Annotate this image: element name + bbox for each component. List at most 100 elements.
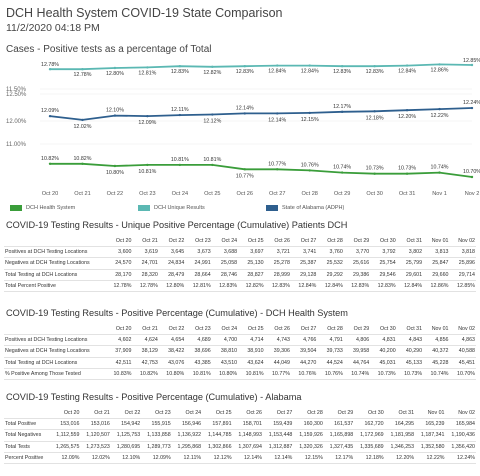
data-point[interactable] [243, 112, 246, 115]
table-row: Total Testing at DCH Locations 28,170 28,3… [4, 269, 476, 281]
table-cell: 160,300 [293, 418, 324, 430]
table-cell: 38,696 [194, 348, 211, 355]
legend-swatch-state [266, 205, 278, 211]
table-cell: 3,721 [264, 246, 291, 258]
data-point[interactable] [113, 164, 117, 168]
data-point[interactable] [276, 168, 279, 171]
data-point[interactable] [276, 64, 279, 67]
data-point[interactable] [405, 172, 409, 175]
data-point[interactable] [438, 171, 441, 174]
table-cell: 29,386 [353, 271, 370, 278]
table-cell: 12.18% [365, 454, 384, 461]
data-point[interactable] [243, 65, 246, 68]
table-cell: 4,831 [370, 334, 397, 346]
data-point[interactable] [438, 107, 441, 111]
column-header: Oct 24 [221, 326, 238, 333]
data-point[interactable] [211, 113, 214, 116]
column-header: Oct 30 [380, 326, 396, 333]
data-point[interactable] [113, 66, 117, 70]
data-point[interactable] [438, 63, 441, 66]
table-cell: 12.10% [122, 454, 141, 461]
data-point[interactable] [308, 64, 311, 67]
data-point[interactable] [470, 106, 474, 110]
table-cell: 45,031 [379, 359, 396, 366]
data-point[interactable] [308, 169, 311, 172]
table-cell: 4,602 [106, 334, 133, 346]
column-header: Oct 31 [398, 410, 415, 417]
data-point[interactable] [340, 171, 344, 174]
data-point[interactable] [48, 162, 52, 165]
data-point[interactable] [373, 172, 376, 175]
data-point[interactable] [146, 114, 149, 118]
table-cell: 159,439 [262, 418, 294, 430]
column-header: Oct 30 [368, 410, 384, 417]
table-cell: 3,770 [343, 246, 371, 258]
data-point[interactable] [405, 64, 409, 67]
table-cell: 1,356,420 [451, 443, 475, 450]
data-point[interactable] [308, 111, 311, 115]
data-point[interactable] [48, 68, 52, 71]
x-tick-label: Oct 22 [107, 191, 123, 197]
column-header: Oct 23 [155, 410, 171, 417]
column-header: Oct 29 [337, 410, 354, 417]
table-cell: 1,144,785 [207, 432, 232, 439]
column-header: Oct 21 [94, 410, 110, 417]
data-point[interactable] [146, 66, 149, 69]
data-label: 10.73% [366, 166, 384, 172]
table-cell: 1,133,858 [147, 432, 171, 439]
table-cell: 25,130 [247, 260, 264, 267]
data-point[interactable] [81, 162, 84, 165]
table-cell: 10.74% [351, 370, 370, 377]
data-point[interactable] [340, 65, 344, 68]
data-point[interactable] [113, 114, 117, 117]
data-point[interactable] [211, 163, 214, 167]
table-cell: 4,863 [449, 334, 476, 346]
data-point[interactable] [81, 68, 84, 71]
data-point[interactable] [405, 109, 409, 112]
data-label: 10.77% [268, 161, 286, 167]
column-header: Oct 31 [406, 326, 423, 333]
table-cell: 1,289,773 [147, 443, 171, 450]
table-cell: 12.24% [457, 454, 475, 461]
column-header: Oct 27 [300, 326, 317, 333]
data-point[interactable] [178, 113, 182, 117]
legend-item-unique[interactable]: DCH Unique Results [138, 203, 205, 213]
data-point[interactable] [470, 63, 474, 67]
data-point[interactable] [48, 114, 52, 118]
table-cell: 39,958 [353, 348, 370, 355]
data-point[interactable] [373, 65, 376, 68]
table-cell: 40,588 [458, 348, 475, 355]
table-cell: 4,654 [158, 334, 186, 346]
data-label: 12.14% [236, 105, 254, 111]
legend-item-dch[interactable]: DCH Health System [10, 203, 75, 213]
data-point[interactable] [243, 168, 246, 171]
column-header: Oct 24 [185, 410, 202, 417]
legend-label-dch: DCH Health System [26, 205, 76, 211]
x-tick-label: Oct 27 [269, 191, 285, 197]
table-cell: 3,802 [396, 246, 424, 258]
table-cell: 3,792 [370, 246, 397, 258]
table-cell: 4,714 [238, 334, 265, 346]
data-point[interactable] [81, 118, 84, 122]
data-point[interactable] [470, 175, 474, 179]
table-cell: 24,570 [115, 260, 132, 267]
data-point[interactable] [276, 112, 279, 115]
data-point[interactable] [211, 65, 214, 68]
data-point[interactable] [340, 110, 344, 114]
data-point[interactable] [373, 110, 376, 113]
table-title-unique: COVID-19 Testing Results - Unique Positi… [6, 220, 348, 230]
table-row: Percent Positive 12.09% 12.02% 12.10% 12.09%… [4, 452, 476, 464]
legend-item-state[interactable]: State of Alabama (ADPH) [266, 203, 344, 213]
table-cell: 28,479 [168, 271, 185, 278]
column-header: Oct 30 [380, 238, 396, 245]
row-label: % Positive Among Those Tested [5, 370, 81, 377]
table-cell: 28,827 [247, 271, 264, 278]
data-point[interactable] [178, 65, 182, 68]
table-cell: 40,372 [432, 348, 449, 355]
column-header: Oct 23 [195, 326, 211, 333]
data-point[interactable] [178, 163, 182, 167]
column-header: Nov 02 [458, 410, 475, 417]
y-tick-label: 11.50% [6, 87, 27, 93]
table-cell: 12.82% [245, 282, 264, 289]
data-point[interactable] [146, 163, 149, 167]
